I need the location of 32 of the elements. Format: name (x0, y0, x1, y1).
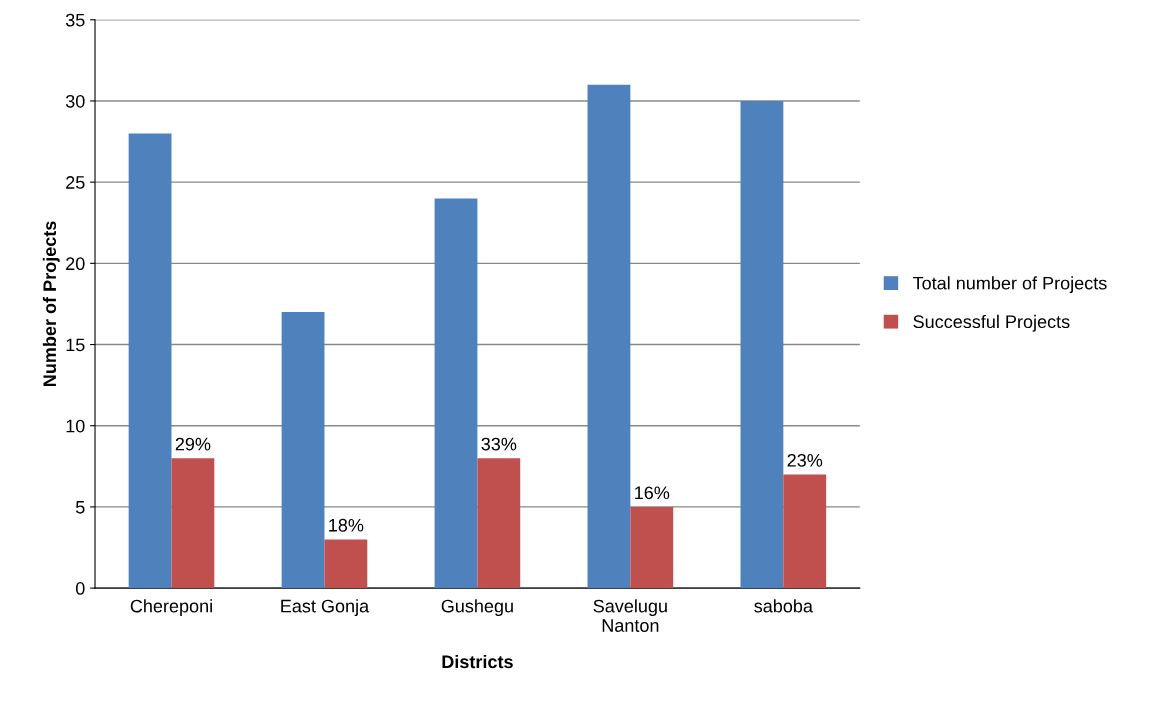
annotation: 16% (635, 486, 670, 500)
bar (171, 458, 215, 589)
x-tick-label: saboba (754, 599, 813, 613)
y-tick-label: 25 (66, 176, 85, 189)
x-tick-label: East Gonja (281, 599, 370, 617)
y-tick-label: 10 (66, 419, 85, 433)
bar (587, 84, 631, 589)
x-tick-label: Chereponi (130, 599, 212, 617)
bar (128, 133, 172, 589)
x-tick-label: Savelugu Nanton (593, 599, 667, 632)
annotation: 33% (481, 437, 517, 451)
bar (740, 100, 784, 589)
legend-label: Successful Projects (913, 314, 1070, 332)
bar (783, 474, 827, 589)
legend-label: Total number of Projects (913, 276, 1107, 294)
y-tick-label: 35 (65, 13, 85, 27)
bar (281, 312, 325, 589)
x-axis-title: Districts (442, 654, 513, 669)
annotation: 23% (787, 453, 823, 467)
bar (477, 458, 521, 589)
bar (630, 506, 674, 589)
annotation: 18% (329, 518, 364, 532)
y-tick-label: 0 (75, 582, 85, 595)
y-tick-label: 20 (66, 257, 85, 271)
bar (324, 539, 368, 589)
y-tick-label: 30 (65, 94, 85, 108)
y-axis-title: Number of Projects (42, 221, 60, 386)
annotation: 29% (175, 437, 211, 451)
y-tick-label: 5 (75, 501, 85, 514)
bar (434, 198, 478, 589)
y-tick-label: 15 (66, 338, 85, 352)
x-tick-label: Gushegu (441, 599, 513, 617)
